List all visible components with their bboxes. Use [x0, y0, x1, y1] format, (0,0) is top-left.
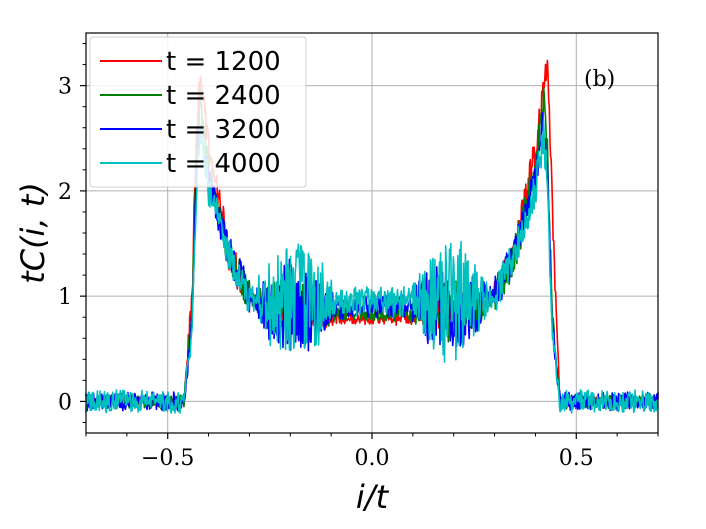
- x-tick-label: −0.5: [141, 446, 194, 471]
- y-tick-label: 0: [58, 390, 72, 415]
- legend-entry-label: t = 3200: [166, 115, 281, 145]
- y-tick-label: 3: [58, 75, 72, 100]
- series-line: [85, 120, 659, 414]
- x-tick-label: 0.5: [559, 446, 594, 471]
- series-layer: [85, 59, 659, 414]
- y-tick-label: 1: [58, 285, 72, 310]
- y-axis-label: tC(i, t): [14, 182, 52, 284]
- x-tick-label: 0.0: [355, 446, 390, 471]
- legend-entry-label: t = 4000: [166, 149, 281, 179]
- legend-entry-label: t = 2400: [166, 81, 281, 111]
- legend-entry-label: t = 1200: [166, 47, 281, 77]
- panel-label: (b): [584, 67, 615, 92]
- tick-layer: −0.5 0.0 0.5 0 1 2 3: [58, 43, 659, 471]
- legend: t = 1200 t = 2400 t = 3200 t = 4000: [89, 36, 307, 188]
- x-axis-label: i/t: [356, 478, 390, 516]
- y-tick-label: 2: [58, 180, 72, 205]
- legend-box: [89, 36, 307, 188]
